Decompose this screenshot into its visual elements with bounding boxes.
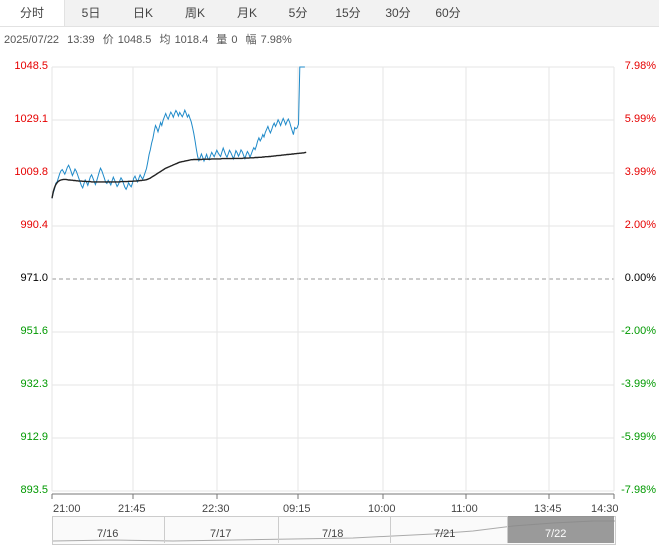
avg-label: 均 [159,34,171,46]
navigator-divider [507,517,508,543]
y-tick-percent: 2.00% [624,219,656,231]
tab-2[interactable]: 日K [132,6,153,20]
price-value: 1048.5 [117,34,152,46]
navigator-day-label[interactable]: 7/16 [97,528,119,540]
y-tick-percent: -7.98% [621,484,656,496]
y-tick-price: 971.0 [20,272,48,284]
change-value: 7.98% [260,34,292,46]
y-tick-percent: 3.99% [624,166,656,178]
period-tabs: 分时 5日 日K 周K 月K 5分 15分 30分 60分 [0,0,659,27]
y-tick-price: 1048.5 [14,60,48,72]
navigator-day-label[interactable]: 7/21 [434,528,456,540]
y-tick-price: 951.6 [20,325,48,337]
navigator-divider [164,517,165,543]
average-line [51,151,307,199]
x-tick-label: 09:15 [283,503,311,515]
x-tick-label: 22:30 [202,503,230,515]
tab-5[interactable]: 5分 [288,6,308,20]
change-label: 幅 [245,34,257,46]
volume-label: 量 [216,34,228,46]
quote-time: 13:39 [67,34,95,46]
y-tick-price: 912.9 [20,431,48,443]
x-tick-label: 13:45 [534,503,562,515]
y-tick-percent: 5.99% [624,113,656,125]
x-tick-label: 11:00 [451,503,478,515]
navigator-selection-handle[interactable] [508,516,614,543]
tab-8[interactable]: 60分 [435,6,461,20]
tab-0[interactable]: 分时 [0,0,65,26]
tab-7[interactable]: 30分 [385,6,411,20]
x-tick-label: 21:00 [53,503,81,515]
volume-value: 0 [231,34,238,46]
x-tick-label: 21:45 [118,503,146,515]
x-tick-label: 14:30 [591,503,619,515]
navigator-day-label[interactable]: 7/18 [322,528,344,540]
y-tick-percent: -2.00% [621,325,656,337]
y-tick-price: 1029.1 [14,113,48,125]
y-tick-price: 990.4 [20,219,48,231]
y-tick-percent: -5.99% [621,431,656,443]
price-label: 价 [102,34,114,46]
price-line [51,66,305,199]
tab-4[interactable]: 月K [236,6,257,20]
navigator-divider [278,517,279,543]
y-tick-percent: -3.99% [621,378,656,390]
navigator-day-label[interactable]: 7/17 [210,528,232,540]
y-tick-price: 1009.8 [14,166,48,178]
avg-value: 1018.4 [174,34,209,46]
navigator-divider [390,517,391,543]
tab-6[interactable]: 15分 [335,6,361,20]
navigator-day-label[interactable]: 7/22 [545,528,567,540]
tab-1[interactable]: 5日 [81,6,101,20]
tab-3[interactable]: 周K [184,6,205,20]
quote-info-bar: 2025/07/22 13:39 价 1048.5 均 1018.4 量 0 幅… [4,31,297,47]
x-tick-label: 10:00 [368,503,396,515]
y-tick-percent: 0.00% [624,272,656,284]
y-tick-price: 893.5 [20,484,48,496]
quote-date: 2025/07/22 [4,34,60,46]
y-tick-percent: 7.98% [624,60,656,72]
y-tick-price: 932.3 [20,378,48,390]
